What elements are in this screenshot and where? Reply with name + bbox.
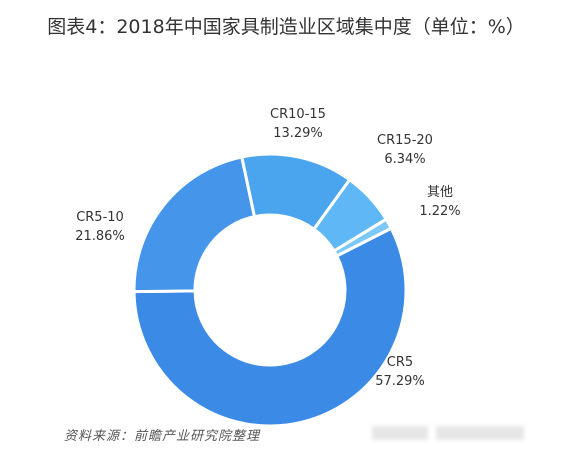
donut-slice-CR5 — [132, 226, 408, 428]
source-note: 资料来源：前瞻产业研究院整理 — [64, 429, 261, 444]
slice-value-label: 57.29% — [375, 374, 425, 389]
slice-label: CR5 — [387, 355, 413, 370]
slice-label: 其他 — [427, 185, 453, 200]
slice-value-label: 21.86% — [75, 229, 125, 244]
slice-value-label: 6.34% — [384, 152, 425, 167]
slice-label: CR5-10 — [76, 210, 124, 225]
slice-value-label: 1.22% — [419, 204, 460, 219]
donut-slice-CR5-10 — [132, 155, 257, 294]
slice-label: CR15-20 — [377, 133, 433, 148]
chart-title: 图表4：2018年中国家具制造业区域集中度（单位：%） — [47, 16, 525, 38]
slice-label: CR10-15 — [270, 107, 326, 122]
blurred-watermark — [436, 426, 524, 440]
slice-value-label: 13.29% — [273, 126, 323, 141]
blurred-watermark — [372, 426, 428, 440]
